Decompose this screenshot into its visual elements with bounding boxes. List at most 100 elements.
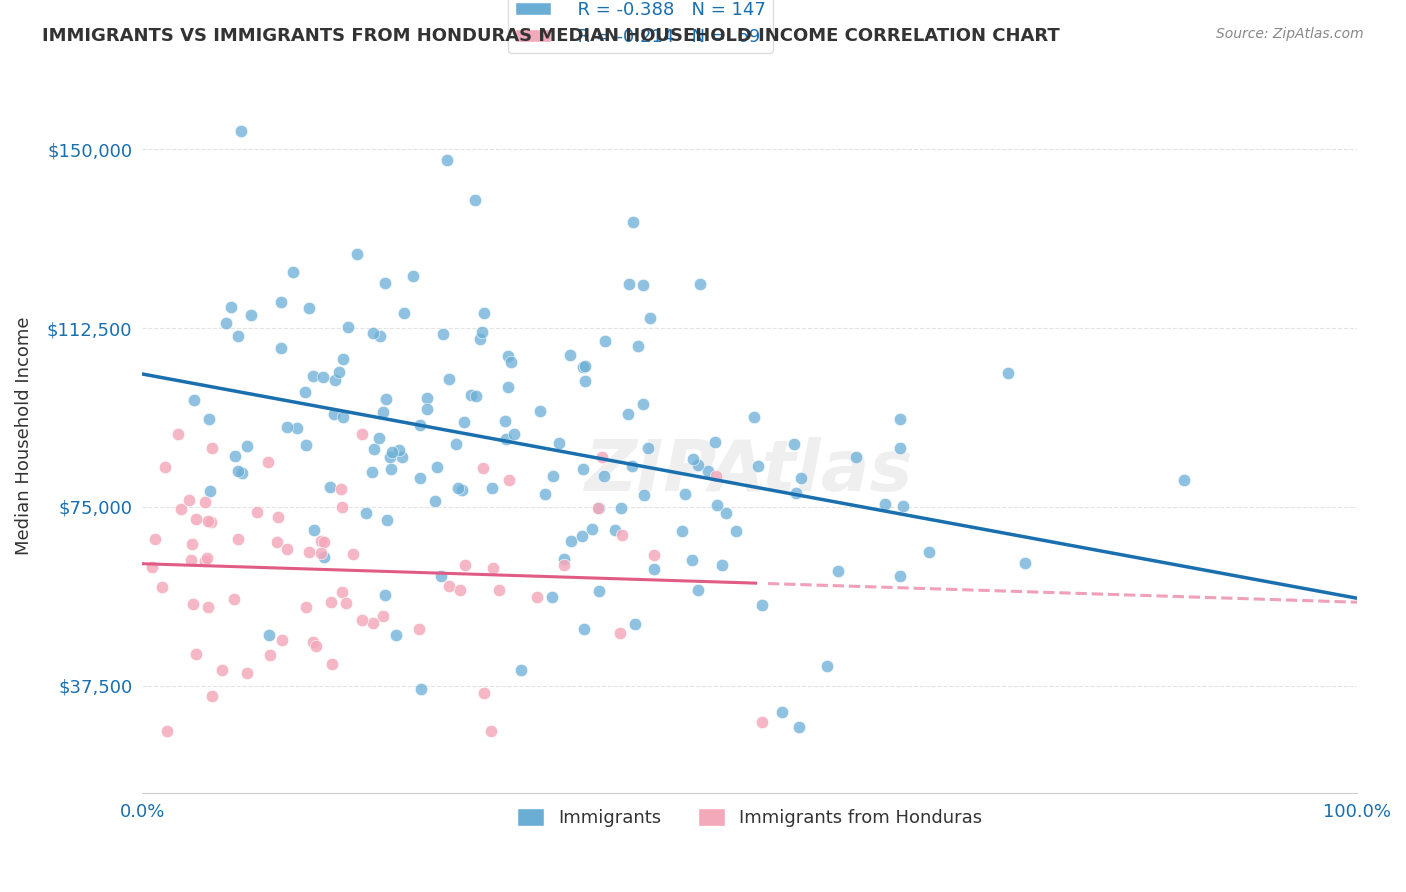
- Point: [704, 435, 727, 450]
- Point: [704, 468, 727, 483]
- Point: [231, 466, 253, 480]
- Point: [380, 462, 402, 476]
- Point: [643, 562, 665, 576]
- Point: [186, 647, 208, 661]
- Point: [671, 524, 693, 539]
- Point: [231, 124, 253, 138]
- Text: IMMIGRANTS VS IMMIGRANTS FROM HONDURAS MEDIAN HOUSEHOLD INCOME CORRELATION CHART: IMMIGRANTS VS IMMIGRANTS FROM HONDURAS M…: [42, 27, 1060, 45]
- Point: [195, 550, 218, 565]
- Point: [617, 407, 640, 421]
- Point: [226, 464, 249, 478]
- Point: [815, 659, 838, 673]
- Point: [270, 294, 292, 309]
- Legend: Immigrants, Immigrants from Honduras: Immigrants, Immigrants from Honduras: [509, 801, 990, 834]
- Point: [350, 613, 373, 627]
- Point: [529, 404, 551, 418]
- Point: [141, 559, 163, 574]
- Point: [588, 500, 610, 515]
- Point: [471, 325, 494, 339]
- Point: [571, 529, 593, 543]
- Point: [588, 583, 610, 598]
- Point: [747, 458, 769, 473]
- Point: [534, 487, 557, 501]
- Point: [586, 501, 609, 516]
- Point: [236, 665, 259, 680]
- Point: [742, 410, 765, 425]
- Point: [593, 469, 616, 483]
- Point: [751, 598, 773, 612]
- Point: [620, 459, 643, 474]
- Point: [430, 568, 453, 582]
- Point: [305, 640, 328, 654]
- Point: [621, 215, 644, 229]
- Point: [375, 512, 398, 526]
- Point: [751, 714, 773, 729]
- Point: [603, 523, 626, 537]
- Point: [392, 306, 415, 320]
- Point: [581, 523, 603, 537]
- Point: [153, 459, 176, 474]
- Point: [219, 300, 242, 314]
- Point: [361, 326, 384, 341]
- Point: [183, 393, 205, 408]
- Point: [170, 502, 193, 516]
- Point: [638, 311, 661, 326]
- Point: [259, 648, 281, 662]
- Point: [893, 499, 915, 513]
- Point: [270, 341, 292, 355]
- Point: [276, 541, 298, 556]
- Point: [363, 442, 385, 457]
- Point: [416, 392, 439, 406]
- Point: [198, 483, 221, 498]
- Point: [319, 480, 342, 494]
- Point: [332, 351, 354, 366]
- Point: [198, 412, 221, 426]
- Point: [374, 588, 396, 602]
- Point: [472, 305, 495, 319]
- Point: [503, 427, 526, 442]
- Point: [610, 528, 633, 542]
- Point: [725, 524, 748, 538]
- Point: [889, 442, 911, 456]
- Point: [337, 319, 360, 334]
- Point: [574, 374, 596, 388]
- Point: [266, 534, 288, 549]
- Point: [194, 494, 217, 508]
- Point: [553, 552, 575, 566]
- Point: [222, 592, 245, 607]
- Point: [682, 452, 704, 467]
- Point: [312, 369, 335, 384]
- Point: [449, 582, 471, 597]
- Point: [783, 437, 806, 451]
- Point: [294, 385, 316, 400]
- Point: [710, 558, 733, 573]
- Point: [215, 316, 238, 330]
- Point: [463, 193, 485, 207]
- Point: [267, 510, 290, 524]
- Point: [302, 635, 325, 649]
- Point: [526, 590, 548, 604]
- Point: [560, 534, 582, 549]
- Point: [444, 437, 467, 451]
- Point: [439, 579, 461, 593]
- Point: [354, 506, 377, 520]
- Point: [436, 153, 458, 167]
- Point: [447, 481, 470, 495]
- Point: [180, 536, 202, 550]
- Point: [361, 616, 384, 631]
- Point: [201, 690, 224, 704]
- Point: [637, 441, 659, 455]
- Point: [495, 432, 517, 446]
- Point: [402, 269, 425, 284]
- Point: [224, 449, 246, 463]
- Point: [301, 368, 323, 383]
- Point: [257, 455, 280, 469]
- Point: [889, 412, 911, 426]
- Point: [510, 663, 533, 677]
- Point: [714, 506, 737, 520]
- Point: [321, 657, 343, 671]
- Point: [378, 450, 401, 464]
- Point: [593, 334, 616, 349]
- Point: [997, 366, 1019, 380]
- Point: [391, 450, 413, 465]
